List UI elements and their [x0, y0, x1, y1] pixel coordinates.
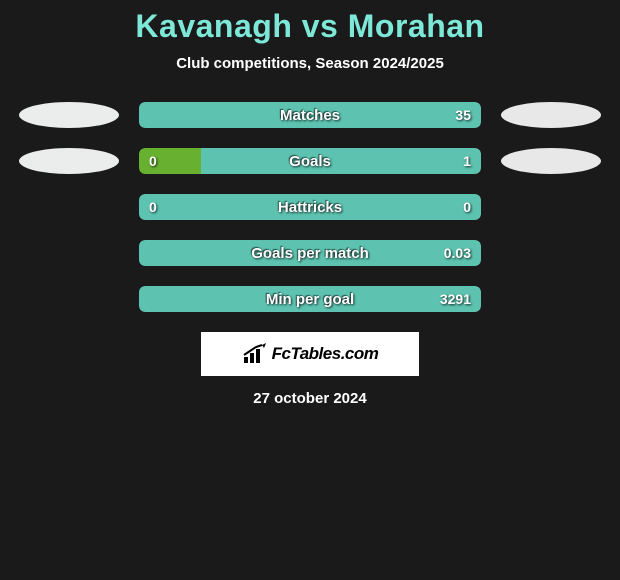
logo-text: FcTables.com — [272, 344, 379, 364]
stat-label: Min per goal — [266, 291, 354, 308]
stat-row: Matches 35 — [0, 102, 620, 128]
team-right-ellipse — [501, 102, 601, 128]
stat-bar: Matches 35 — [139, 102, 481, 128]
stat-left-value: 0 — [149, 199, 157, 215]
stat-bar: Goals per match 0.03 — [139, 240, 481, 266]
stat-row: 0 Goals 1 — [0, 148, 620, 174]
ellipse-placeholder — [501, 286, 601, 312]
page-title: Kavanagh vs Morahan — [0, 8, 620, 45]
main-container: Kavanagh vs Morahan Club competitions, S… — [0, 0, 620, 580]
team-left-ellipse — [19, 148, 119, 174]
stat-row: Min per goal 3291 — [0, 286, 620, 312]
stat-row: 0 Hattricks 0 — [0, 194, 620, 220]
stat-bar: 0 Goals 1 — [139, 148, 481, 174]
stat-label: Goals — [289, 153, 331, 170]
stat-label: Matches — [280, 107, 340, 124]
ellipse-placeholder — [19, 240, 119, 266]
team-left-ellipse — [19, 102, 119, 128]
stats-list: Matches 35 0 Goals 1 0 Hattricks 0 Goals per mat… — [0, 102, 620, 312]
stat-right-value: 3291 — [440, 291, 471, 307]
bar-fill-right — [201, 148, 481, 174]
stat-right-value: 35 — [455, 107, 471, 123]
chart-icon — [242, 343, 268, 365]
stat-left-value: 0 — [149, 153, 157, 169]
stat-right-value: 0.03 — [444, 245, 471, 261]
stat-right-value: 0 — [463, 199, 471, 215]
team-right-ellipse — [501, 148, 601, 174]
stat-row: Goals per match 0.03 — [0, 240, 620, 266]
logo-box[interactable]: FcTables.com — [201, 332, 419, 376]
subtitle: Club competitions, Season 2024/2025 — [0, 55, 620, 72]
stat-label: Goals per match — [251, 245, 369, 262]
stat-bar: Min per goal 3291 — [139, 286, 481, 312]
ellipse-placeholder — [19, 286, 119, 312]
date-text: 27 october 2024 — [0, 390, 620, 407]
ellipse-placeholder — [501, 194, 601, 220]
stat-bar: 0 Hattricks 0 — [139, 194, 481, 220]
stat-label: Hattricks — [278, 199, 342, 216]
ellipse-placeholder — [501, 240, 601, 266]
stat-right-value: 1 — [463, 153, 471, 169]
ellipse-placeholder — [19, 194, 119, 220]
